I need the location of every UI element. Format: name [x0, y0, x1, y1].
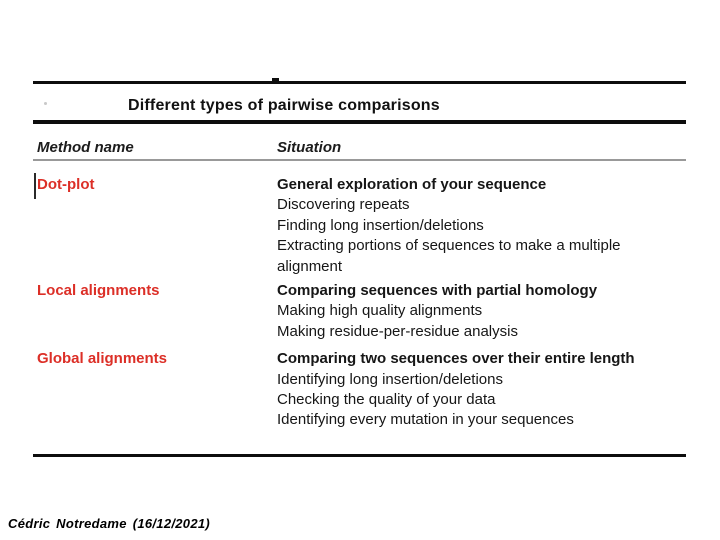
stray-dot-artifact — [44, 102, 47, 105]
situation-cell: General exploration of your sequence Dis… — [277, 175, 686, 277]
column-header-method: Method name — [37, 139, 134, 156]
method-name: Local alignments — [37, 282, 160, 300]
situation-line: Comparing two sequences over their entir… — [277, 350, 635, 368]
situation-line: Making high quality alignments — [277, 302, 483, 320]
method-cell: Global alignments — [33, 349, 277, 431]
situation-line: Identifying long insertion/deletions — [277, 370, 503, 388]
situation-line: Extracting portions of sequences to make… — [277, 237, 621, 275]
rule-notch-artifact — [272, 78, 279, 82]
table-row-local-alignments: Local alignments Comparing sequences wit… — [33, 281, 686, 342]
situation-cell: Comparing sequences with partial homolog… — [277, 281, 686, 342]
table-row-global-alignments: Global alignments Comparing two sequence… — [33, 349, 686, 431]
situation-line: General exploration of your sequence — [277, 176, 547, 193]
method-cell: Local alignments — [33, 281, 277, 342]
top-rule — [33, 81, 686, 84]
footer-credit: Cédric Notredame (16/12/2021) — [8, 516, 211, 531]
table-header-row: Method name Situation — [33, 139, 686, 156]
situation-line: Finding long insertion/deletions — [277, 216, 484, 234]
situation-line: Comparing sequences with partial homolog… — [277, 282, 598, 300]
situation-cell: Comparing two sequences over their entir… — [277, 349, 686, 431]
situation-line: Identifying every mutation in your seque… — [277, 411, 574, 429]
text-cursor — [34, 173, 36, 199]
comparison-table: Dot-plot General exploration of your seq… — [33, 173, 686, 431]
slide-title: Different types of pairwise comparisons — [128, 97, 440, 114]
situation-line: Making residue-per-residue analysis — [277, 322, 518, 340]
method-cell: Dot-plot — [33, 173, 277, 277]
header-rule — [33, 159, 686, 161]
title-bottom-rule — [33, 120, 686, 124]
table-row-dot-plot: Dot-plot General exploration of your seq… — [33, 173, 686, 277]
column-header-situation: Situation — [277, 139, 342, 156]
method-name: Global alignments — [37, 350, 168, 368]
method-name: Dot-plot — [37, 176, 95, 193]
bottom-rule — [33, 454, 686, 457]
situation-line: Checking the quality of your data — [277, 391, 496, 409]
situation-line: Discovering repeats — [277, 196, 410, 214]
